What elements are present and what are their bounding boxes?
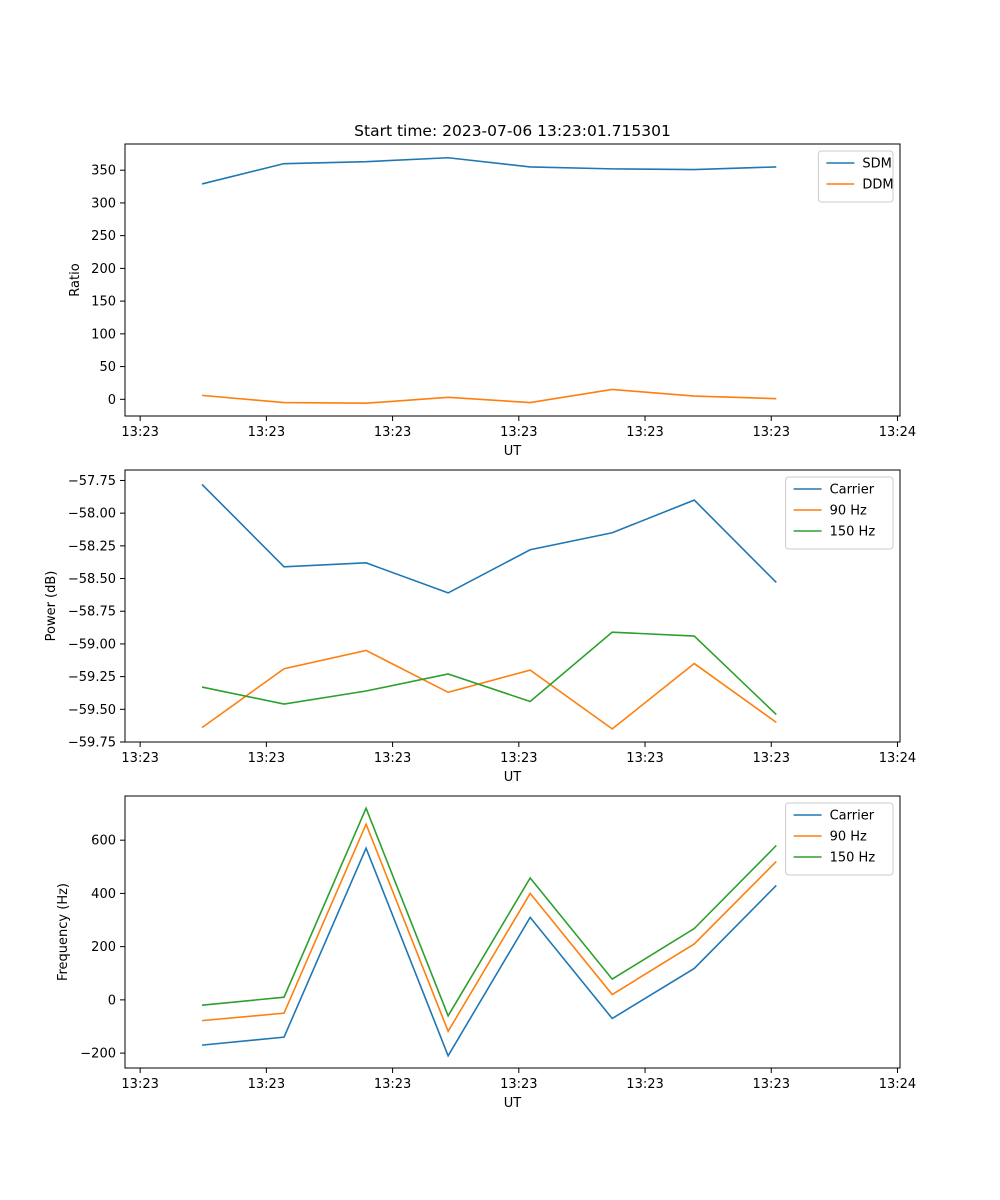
legend-label: 90 Hz [830,504,867,519]
legend-label: 150 Hz [830,525,876,540]
legend: Carrier 90 Hz 150 Hz [785,476,894,550]
x-tick-label: 13:23 [753,751,790,766]
charts-container: 13:23 13:23 13:23 13:23 13:23 13:23 13:24 0 50 10… [44,143,916,1111]
y-tick-label: −58.50 [68,572,116,587]
x-axis-label: UT [504,444,522,459]
y-tick-label: −59.00 [68,637,116,652]
y-tick-label: 200 [91,940,116,955]
series-line-carrier [201,846,777,1058]
x-tick-label: 13:23 [374,425,411,440]
chart-panel-1: 13:23 13:23 13:23 13:23 13:23 13:23 13:24 0 50 10… [68,143,916,459]
series-line-90-hz [201,822,777,1034]
x-tick-label: 13:23 [753,1077,790,1092]
y-tick-label: −58.00 [68,507,116,522]
x-axis-label: UT [504,770,522,785]
x-tick-label: 13:23 [374,1077,411,1092]
x-tick-label: 13:23 [121,1077,158,1092]
y-tick-label: −58.25 [68,539,116,554]
legend-label: DDM [862,178,893,193]
y-tick-label: −59.50 [68,703,116,718]
series-line-ddm [201,388,777,405]
x-axis-label: UT [504,1096,522,1111]
x-tick-label: 13:23 [753,425,790,440]
y-tick-label: 300 [91,196,116,211]
legend-label: 150 Hz [830,851,876,866]
plot-area [124,143,901,417]
y-tick-label: 0 [108,393,116,408]
x-tick-label: 13:24 [879,751,916,766]
y-tick-label: 50 [99,360,116,375]
y-tick-label: 600 [91,834,116,849]
y-tick-label: −58.75 [68,605,116,620]
x-tick-label: 13:23 [500,751,537,766]
x-tick-label: 13:23 [374,751,411,766]
series-line-90-hz [201,649,777,730]
y-axis-label: Ratio [68,263,83,296]
legend-label: Carrier [830,483,875,498]
x-tick-label: 13:23 [121,425,158,440]
figure-title: Start time: 2023-07-06 13:23:01.715301 [354,122,671,140]
plot-area [124,795,901,1069]
y-tick-label: 250 [91,229,116,244]
x-tick-label: 13:23 [500,425,537,440]
y-tick-label: 0 [108,993,116,1008]
x-tick-label: 13:23 [248,425,285,440]
legend-label: Carrier [830,809,875,824]
x-tick-label: 13:23 [248,751,285,766]
x-tick-label: 13:23 [121,751,158,766]
x-tick-label: 13:23 [500,1077,537,1092]
y-tick-label: 200 [91,262,116,277]
legend-label: SDM [862,157,891,172]
y-tick-label: −59.25 [68,670,116,685]
plot-area [124,469,901,743]
x-tick-label: 13:24 [879,1077,916,1092]
y-tick-label: 150 [91,295,116,310]
series-line-150-hz [201,631,777,716]
y-tick-label: 100 [91,327,116,342]
chart-panel-2: 13:23 13:23 13:23 13:23 13:23 13:23 13:24 −59.7… [44,469,916,785]
y-tick-label: 350 [91,164,116,179]
x-tick-label: 13:24 [879,425,916,440]
legend: Carrier 90 Hz 150 Hz [785,802,894,876]
legend-label: 90 Hz [830,830,867,845]
x-tick-label: 13:23 [248,1077,285,1092]
x-tick-label: 13:23 [626,425,663,440]
series-line-carrier [201,483,777,594]
chart-panel-3: 13:23 13:23 13:23 13:23 13:23 13:23 13:24 −200 0… [56,795,916,1111]
x-tick-label: 13:23 [626,1077,663,1092]
legend: SDM DDM [817,150,894,203]
series-line-sdm [201,156,777,185]
y-tick-label: −57.75 [68,474,116,489]
y-axis-label: Frequency (Hz) [56,883,71,981]
series-line-150-hz [201,806,777,1018]
x-tick-label: 13:23 [626,751,663,766]
y-axis-label: Power (dB) [44,571,59,642]
y-tick-label: −200 [80,1047,116,1062]
y-tick-label: −59.75 [68,736,116,751]
y-tick-label: 400 [91,887,116,902]
